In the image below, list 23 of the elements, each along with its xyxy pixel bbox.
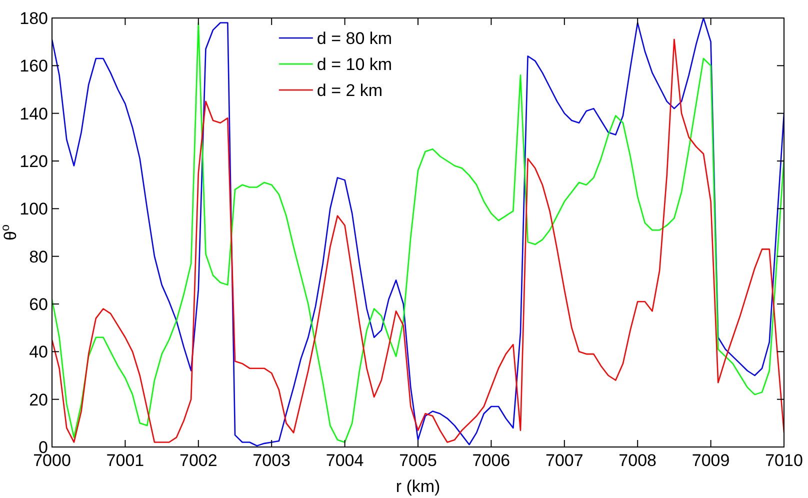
x-tick-label: 7008 [618, 451, 657, 470]
x-tick-label: 7004 [326, 451, 364, 470]
legend-label: d = 2 km [316, 80, 383, 100]
x-tick-label: 7001 [106, 451, 144, 470]
y-tick-label: 80 [29, 247, 48, 266]
y-tick-label: 160 [20, 56, 48, 76]
x-tick-label: 7007 [545, 451, 584, 470]
y-tick-label: 60 [29, 294, 48, 314]
x-tick-label: 7006 [472, 451, 510, 470]
y-tick-label: 120 [20, 152, 48, 171]
x-tick-label: 7005 [399, 451, 437, 470]
x-tick-label: 7010 [765, 451, 803, 470]
y-tick-label: 140 [20, 104, 48, 124]
y-tick-label: 40 [29, 342, 48, 362]
y-tick-label: 20 [29, 390, 48, 410]
legend-label: d = 10 km [316, 54, 392, 74]
x-tick-label: 7002 [179, 451, 218, 470]
x-axis-title: r (km) [396, 477, 440, 496]
y-tick-label: 100 [20, 200, 48, 219]
x-tick-label: 7009 [692, 451, 730, 470]
x-tick-label: 7003 [252, 451, 291, 470]
y-tick-label: 180 [20, 8, 48, 28]
legend-label: d = 80 km [316, 28, 392, 48]
